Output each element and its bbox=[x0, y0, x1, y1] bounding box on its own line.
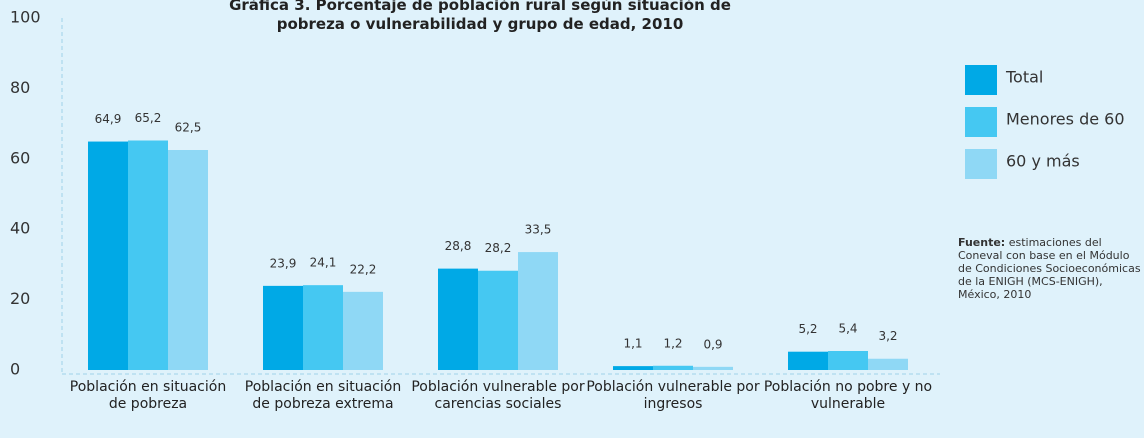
legend-label: Total bbox=[1005, 68, 1043, 87]
x-tick-label: Población en situación de pobreza bbox=[69, 379, 227, 412]
value-label: 1,2 bbox=[663, 336, 682, 350]
legend-swatch bbox=[965, 149, 997, 179]
source-note: Fuente: estimaciones del Coneval con bas… bbox=[958, 236, 1142, 301]
legend-swatch bbox=[965, 107, 997, 137]
bar bbox=[303, 285, 343, 370]
bar bbox=[88, 141, 128, 370]
bar bbox=[263, 285, 303, 370]
bar bbox=[478, 270, 518, 370]
value-label: 24,1 bbox=[310, 256, 337, 270]
y-tick-label: 20 bbox=[10, 289, 30, 308]
x-tick-label: Población en situación de pobreza extrem… bbox=[244, 379, 402, 412]
value-label: 28,2 bbox=[485, 241, 512, 255]
x-tick-label: Población vulnerable por carencias socia… bbox=[411, 379, 585, 412]
bar bbox=[343, 291, 383, 370]
y-tick-label: 80 bbox=[10, 78, 30, 97]
value-label: 1,1 bbox=[623, 337, 642, 351]
legend-label: Menores de 60 bbox=[1006, 110, 1125, 129]
source-label: Fuente: bbox=[958, 236, 1006, 249]
y-tick-label: 100 bbox=[10, 8, 41, 27]
value-label: 62,5 bbox=[175, 121, 202, 135]
bar bbox=[828, 350, 868, 370]
bar bbox=[613, 366, 653, 370]
value-label: 64,9 bbox=[95, 112, 122, 126]
bar bbox=[653, 365, 693, 370]
value-label: 28,8 bbox=[445, 239, 472, 253]
value-label: 23,9 bbox=[270, 256, 297, 270]
bar bbox=[168, 150, 208, 370]
bar bbox=[128, 140, 168, 370]
value-label: 0,9 bbox=[703, 337, 722, 351]
y-tick-label: 0 bbox=[10, 360, 20, 379]
chart-title: Gráfica 3. Porcentaje de población rural… bbox=[229, 0, 731, 33]
value-label: 65,2 bbox=[135, 111, 162, 125]
bar bbox=[693, 366, 733, 370]
bar bbox=[868, 358, 908, 370]
value-label: 22,2 bbox=[350, 262, 377, 276]
x-tick-label: Población no pobre y no vulnerable bbox=[763, 379, 933, 412]
y-tick-label: 40 bbox=[10, 219, 30, 238]
x-tick-label: Población vulnerable por ingresos bbox=[586, 379, 760, 412]
legend-label: 60 y más bbox=[1006, 152, 1080, 171]
value-label: 33,5 bbox=[525, 223, 552, 237]
bar bbox=[438, 268, 478, 370]
value-label: 5,2 bbox=[798, 322, 817, 336]
value-label: 3,2 bbox=[878, 329, 897, 343]
legend-swatch bbox=[965, 65, 997, 95]
source-text: estimaciones del Coneval con base en el … bbox=[958, 236, 1141, 301]
value-label: 5,4 bbox=[838, 321, 857, 335]
bar bbox=[518, 252, 558, 370]
y-tick-label: 60 bbox=[10, 148, 30, 167]
bar bbox=[788, 351, 828, 370]
